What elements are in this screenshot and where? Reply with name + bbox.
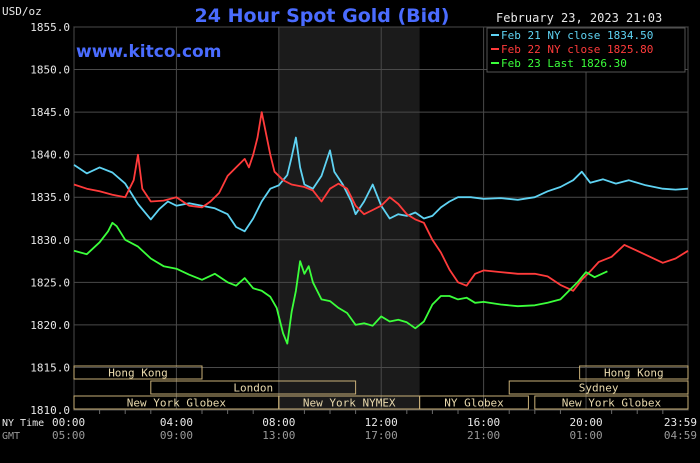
session-box (508, 380, 689, 395)
x-tick-label: 23:59 (664, 416, 697, 429)
y-tick-label: 1850.0 (30, 64, 70, 77)
nymex-session-band (278, 27, 420, 410)
legend-entry: Feb 23 Last 1826.30 (501, 57, 627, 70)
x-tick-label: 12:00 (365, 416, 398, 429)
x-tick-label: 09:00 (160, 429, 193, 442)
x-tick-label: 04:00 (160, 416, 193, 429)
x-tick-label: 01:00 (569, 429, 602, 442)
website-label: www.kitco.com (76, 42, 221, 62)
session-box (150, 380, 357, 395)
y-tick-label: 1840.0 (30, 149, 70, 162)
session-box (534, 395, 689, 410)
session-label: New York NYMEX (303, 397, 396, 410)
x-tick-label: 13:00 (262, 429, 295, 442)
chart-title: 24 Hour Spot Gold (Bid) (195, 5, 450, 27)
legend-box (486, 27, 686, 73)
y-tick-label: 1820.0 (30, 319, 70, 332)
y-tick-label: 1855.0 (30, 21, 70, 34)
legend-entry: Feb 21 NY close 1834.50 (501, 29, 653, 42)
legend-entry: Feb 22 NY close 1825.80 (501, 43, 653, 56)
x-tick-label: 04:59 (664, 429, 697, 442)
session-label: New York Globex (127, 397, 227, 410)
y-tick-label: 1810.0 (30, 404, 70, 417)
x-tick-label: 21:00 (467, 429, 500, 442)
series-line (73, 136, 689, 233)
session-box (73, 365, 203, 380)
session-box (419, 395, 529, 410)
series-line (73, 221, 608, 345)
x-tick-label: 08:00 (262, 416, 295, 429)
x-axis-row-label: NY Time (2, 418, 44, 429)
x-tick-label: 17:00 (365, 429, 398, 442)
series-line (73, 111, 689, 292)
x-tick-label: 00:00 (52, 416, 85, 429)
y-axis-unit-label: USD/oz (2, 5, 42, 18)
session-label: Sydney (579, 382, 619, 395)
y-tick-label: 1815.0 (30, 361, 70, 374)
x-tick-label: 16:00 (467, 416, 500, 429)
session-label: New York Globex (562, 397, 662, 410)
session-label: Hong Kong (108, 367, 168, 380)
session-label: London (233, 382, 273, 395)
y-tick-label: 1845.0 (30, 106, 70, 119)
y-tick-label: 1825.0 (30, 276, 70, 289)
timestamp-label: February 23, 2023 21:03 (496, 11, 662, 25)
x-axis-row-label: GMT (2, 431, 20, 442)
session-label: Hong Kong (604, 367, 664, 380)
y-tick-label: 1835.0 (30, 191, 70, 204)
y-tick-label: 1830.0 (30, 234, 70, 247)
session-box (579, 365, 689, 380)
session-label: NY Globex (444, 397, 504, 410)
x-tick-label: 20:00 (569, 416, 602, 429)
x-tick-label: 05:00 (52, 429, 85, 442)
